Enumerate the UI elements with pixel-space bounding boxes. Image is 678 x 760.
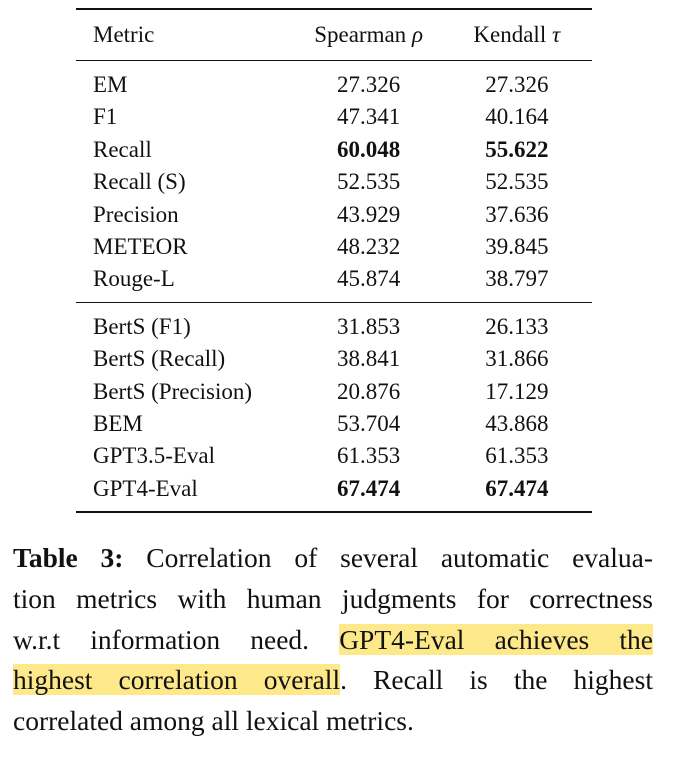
cell-metric: Recall bbox=[93, 136, 152, 162]
cell-kendall: 26.133 bbox=[485, 313, 549, 339]
cell-kendall: 43.868 bbox=[485, 411, 549, 437]
cell-spearman: 20.876 bbox=[336, 378, 401, 404]
caption-line-2: tion metrics with human judgments for co… bbox=[13, 582, 653, 614]
cell-spearman: 27.326 bbox=[336, 72, 401, 97]
table-row: BertS (Recall) 38.841 31.866 bbox=[76, 343, 592, 375]
header-spearman: Spearman ρ bbox=[296, 9, 442, 61]
caption-highlight-1: GPT4-Eval achieves the bbox=[339, 623, 654, 655]
table-row: BertS (F1) 31.853 26.133 bbox=[76, 302, 592, 343]
header-kendall-symbol: τ bbox=[551, 22, 561, 47]
table-row: Precision 43.929 37.636 bbox=[76, 199, 592, 231]
cell-spearman: 43.929 bbox=[336, 201, 401, 227]
cell-spearman: 45.874 bbox=[336, 266, 401, 292]
table-caption: Table 3: Correlation of several automati… bbox=[13, 538, 654, 742]
cell-spearman: 53.704 bbox=[336, 411, 401, 437]
cell-kendall: 31.866 bbox=[485, 346, 549, 372]
header-metric: Metric bbox=[93, 22, 155, 47]
cell-spearman: 48.232 bbox=[336, 234, 401, 260]
cell-spearman: 52.535 bbox=[336, 169, 401, 195]
header-kendall-text: Kendall bbox=[473, 22, 547, 47]
results-table-container: Metric Spearman ρ Kendall τ EM 27.326 27.3… bbox=[76, 8, 592, 513]
cell-metric: GPT4-Eval bbox=[93, 475, 198, 501]
table-row: BertS (Precision) 20.876 17.129 bbox=[76, 376, 592, 408]
cell-metric: F1 bbox=[93, 104, 118, 130]
table-row: EM 27.326 27.326 bbox=[76, 60, 592, 102]
lexical-metrics-group: EM 27.326 27.326 F1 47.341 40.164 Recall 60.048… bbox=[76, 60, 592, 303]
cell-kendall: 17.129 bbox=[485, 378, 549, 404]
cell-metric: Rouge-L bbox=[93, 266, 175, 292]
cell-metric: Precision bbox=[93, 201, 179, 227]
caption-text-1: Correlation of several automatic evalua- bbox=[146, 542, 653, 573]
table-header-row: Metric Spearman ρ Kendall τ bbox=[76, 9, 592, 61]
table-row: Rouge-L 45.874 38.797 bbox=[76, 263, 592, 302]
cell-kendall: 52.535 bbox=[485, 169, 549, 195]
cell-kendall: 67.474 bbox=[485, 475, 549, 501]
caption-line-4: highest correlation overall. Recall is t… bbox=[13, 660, 653, 701]
caption-label: Table 3: bbox=[13, 542, 124, 573]
cell-spearman: 60.048 bbox=[336, 136, 401, 162]
cell-metric: BertS (Recall) bbox=[93, 346, 226, 372]
cell-spearman: 67.474 bbox=[336, 475, 401, 501]
cell-metric: METEOR bbox=[93, 234, 188, 260]
caption-text-4: . Recall is the highest bbox=[340, 664, 653, 696]
cell-metric: EM bbox=[93, 72, 128, 97]
cell-kendall: 40.164 bbox=[485, 104, 549, 130]
cell-metric: BertS (Precision) bbox=[93, 378, 253, 404]
caption-line-1: Table 3: Correlation of several automati… bbox=[13, 538, 653, 579]
cell-spearman: 61.353 bbox=[336, 443, 401, 469]
cell-metric: Recall (S) bbox=[93, 169, 186, 195]
cell-spearman: 31.853 bbox=[336, 313, 401, 339]
table-row: METEOR 48.232 39.845 bbox=[76, 231, 592, 263]
caption-line-5: correlated among all lexical metrics. bbox=[13, 705, 414, 737]
model-metrics-group: BertS (F1) 31.853 26.133 BertS (Recall) 38.8… bbox=[76, 302, 592, 513]
caption-highlight-2: highest correlation overall bbox=[13, 664, 341, 696]
caption-line-3: w.r.t information need. GPT4-Eval achiev… bbox=[13, 620, 654, 661]
cell-kendall: 38.797 bbox=[485, 266, 549, 292]
cell-kendall: 37.636 bbox=[485, 201, 549, 227]
cell-spearman: 38.841 bbox=[336, 346, 401, 372]
cell-kendall: 55.622 bbox=[485, 136, 549, 162]
cell-kendall: 61.353 bbox=[485, 443, 549, 469]
cell-spearman: 47.341 bbox=[336, 104, 401, 130]
cell-metric: BEM bbox=[93, 411, 143, 437]
cell-kendall: 27.326 bbox=[485, 72, 549, 97]
table-row: GPT3.5-Eval 61.353 61.353 bbox=[76, 440, 592, 472]
table-row: F1 47.341 40.164 bbox=[76, 101, 592, 133]
caption-text-3: w.r.t information need. bbox=[13, 623, 310, 655]
table-row: GPT4-Eval 67.474 67.474 bbox=[76, 473, 592, 513]
header-kendall: Kendall τ bbox=[442, 9, 592, 61]
table-row: Recall 60.048 55.622 bbox=[76, 134, 592, 166]
cell-metric: GPT3.5-Eval bbox=[93, 443, 216, 469]
header-spearman-text: Spearman bbox=[314, 22, 407, 47]
table-row: BEM 53.704 43.868 bbox=[76, 408, 592, 440]
cell-kendall: 39.845 bbox=[485, 234, 549, 260]
correlation-table: Metric Spearman ρ Kendall τ EM 27.326 27.3… bbox=[76, 8, 592, 513]
cell-metric: BertS (F1) bbox=[93, 313, 191, 339]
table-row: Recall (S) 52.535 52.535 bbox=[76, 166, 592, 198]
header-spearman-symbol: ρ bbox=[411, 22, 423, 47]
